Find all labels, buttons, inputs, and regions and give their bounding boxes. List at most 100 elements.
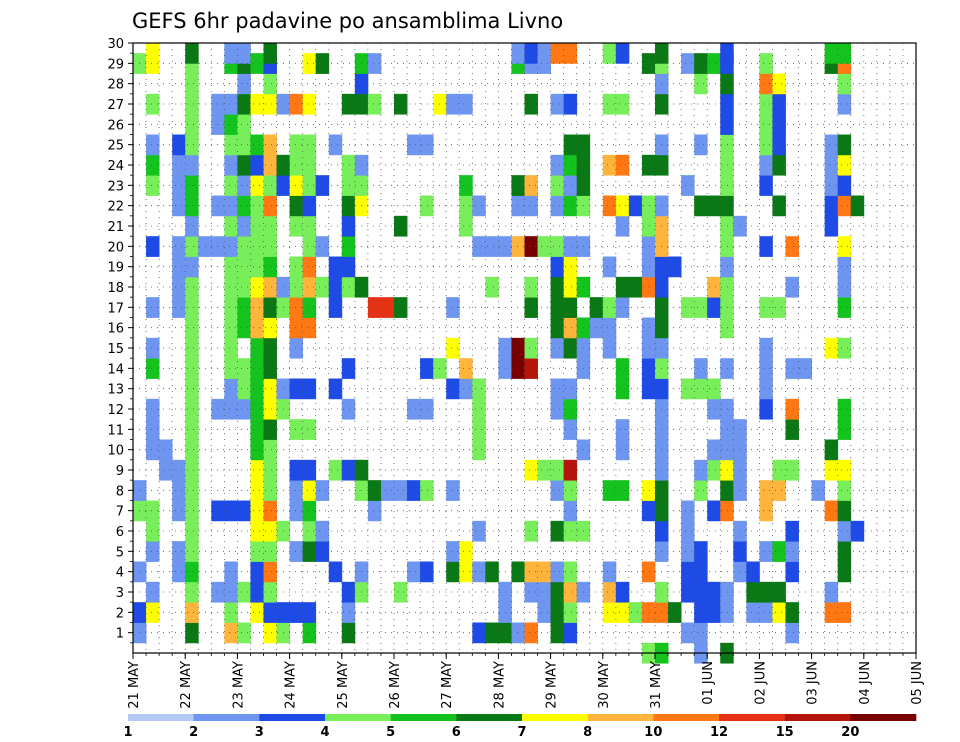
heatmap-cell — [328, 276, 343, 298]
heatmap-cell — [524, 297, 538, 318]
heatmap-cell — [837, 276, 852, 298]
heatmap-cell — [250, 256, 264, 278]
heatmap-cell — [459, 93, 473, 115]
heatmap-cell — [289, 195, 304, 217]
heatmap-cell — [615, 602, 630, 623]
heatmap-cell — [850, 195, 865, 217]
heatmap-cell — [511, 236, 525, 257]
heatmap-cell — [563, 43, 578, 64]
heatmap-cell — [785, 602, 799, 623]
legend-swatch — [653, 714, 720, 721]
heatmap-cell — [641, 215, 656, 237]
heatmap-cell — [224, 175, 238, 196]
heatmap-cell — [720, 276, 734, 298]
legend-label: 10 — [644, 725, 662, 740]
heatmap-cell — [185, 561, 199, 583]
heatmap-cell — [185, 378, 199, 400]
heatmap-cell — [746, 581, 760, 603]
heatmap-cell — [524, 195, 538, 217]
heatmap-cell — [185, 541, 199, 562]
heatmap-cell — [172, 500, 186, 522]
heatmap-cell — [459, 561, 473, 583]
heatmap-cell — [550, 480, 565, 501]
heatmap-cell — [602, 480, 617, 501]
legend-swatch — [193, 714, 260, 721]
heatmap-cell — [420, 561, 434, 583]
heatmap-cell — [146, 236, 160, 257]
heatmap-cell — [302, 622, 317, 644]
heatmap-cell — [289, 93, 304, 115]
heatmap-cell — [146, 602, 160, 623]
y-tick-label: 30 — [107, 37, 124, 52]
heatmap-cell — [263, 175, 277, 196]
heatmap-cell — [302, 256, 317, 278]
heatmap-cell — [185, 114, 199, 135]
heatmap-cell — [341, 602, 356, 623]
x-tick-label: 02 JUN — [753, 661, 768, 705]
heatmap-cell — [237, 114, 251, 135]
heatmap-cell — [759, 297, 773, 318]
heatmap-cell — [550, 276, 565, 298]
heatmap-cell — [146, 500, 160, 522]
heatmap-cell — [837, 541, 852, 562]
heatmap-cell — [485, 236, 499, 257]
heatmap-cell — [224, 500, 238, 522]
heatmap-cell — [446, 297, 460, 318]
x-tick-label: 25 MAY — [336, 661, 351, 709]
heatmap-cell — [759, 175, 773, 196]
heatmap-cell — [341, 175, 356, 196]
heatmap-cell — [641, 154, 656, 176]
legend-swatch — [850, 714, 917, 721]
heatmap-cell — [146, 541, 160, 562]
heatmap-cell — [824, 215, 839, 237]
heatmap-cell — [367, 500, 382, 522]
legend-label: 8 — [583, 725, 592, 740]
legend-label: 3 — [255, 725, 264, 740]
heatmap-cell — [289, 317, 304, 339]
heatmap-cell — [237, 622, 251, 644]
heatmap-cell — [302, 297, 317, 318]
heatmap-cell — [707, 276, 721, 298]
heatmap-cell — [694, 53, 708, 74]
heatmap-cell — [263, 398, 277, 420]
heatmap-cell — [263, 561, 277, 583]
heatmap-cell — [641, 337, 656, 359]
heatmap-cell — [224, 317, 238, 339]
heatmap-cell — [250, 93, 264, 115]
heatmap-cell — [315, 520, 330, 542]
heatmap-cell — [733, 480, 747, 501]
heatmap-cell — [824, 154, 839, 176]
heatmap-cell — [237, 276, 251, 298]
heatmap-cell — [628, 195, 643, 217]
heatmap-cell — [485, 276, 499, 298]
heatmap-cell — [263, 581, 277, 603]
heatmap-cell — [302, 236, 317, 257]
heatmap-cell — [250, 419, 264, 440]
heatmap-cell — [459, 378, 473, 400]
y-tick-label: 13 — [107, 383, 124, 398]
heatmap-cell — [563, 561, 578, 583]
heatmap-cell — [785, 398, 799, 420]
heatmap-cell — [237, 73, 251, 95]
x-tick-label: 01 JUN — [701, 661, 716, 705]
heatmap-cell — [837, 256, 852, 278]
heatmap-cell — [707, 439, 721, 461]
heatmap-cell — [302, 276, 317, 298]
heatmap-cell — [237, 358, 251, 379]
heatmap-cell — [837, 419, 852, 440]
heatmap-cell — [641, 53, 656, 74]
heatmap-cell — [837, 602, 852, 623]
heatmap-cell — [563, 398, 578, 420]
x-tick-label: 04 JUN — [858, 661, 873, 705]
heatmap-cell — [185, 520, 199, 542]
heatmap-cell — [707, 581, 721, 603]
heatmap-cell — [681, 175, 695, 196]
heatmap-cell — [837, 195, 852, 217]
heatmap-cell — [837, 73, 852, 95]
heatmap-cell — [824, 43, 839, 64]
y-tick-label: 9 — [116, 464, 124, 479]
heatmap-cell — [837, 93, 852, 115]
heatmap-cell — [641, 378, 656, 400]
heatmap-cell — [524, 276, 538, 298]
y-tick-label: 11 — [107, 423, 124, 438]
